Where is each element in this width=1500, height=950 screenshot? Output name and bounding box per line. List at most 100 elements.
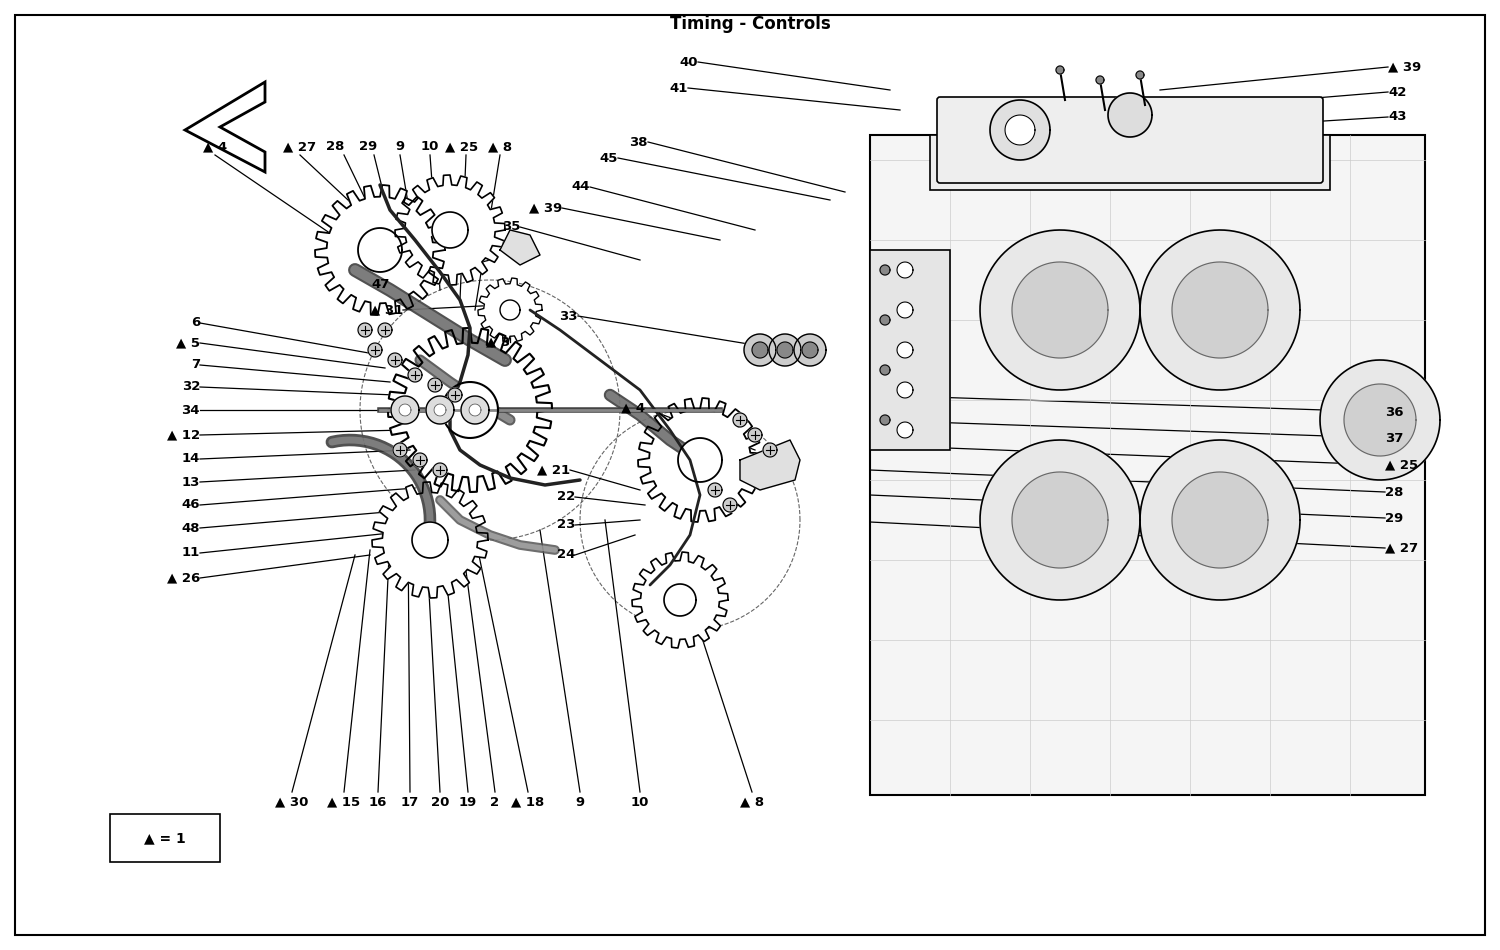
FancyBboxPatch shape [938, 97, 1323, 183]
Polygon shape [394, 175, 506, 285]
Text: ▲ 27: ▲ 27 [284, 141, 316, 154]
Text: Timing - Controls: Timing - Controls [669, 15, 831, 33]
Polygon shape [678, 438, 722, 482]
Text: ▲ 15: ▲ 15 [327, 795, 360, 808]
Polygon shape [433, 404, 445, 416]
Polygon shape [1344, 384, 1416, 456]
Text: 37: 37 [1384, 431, 1404, 445]
Polygon shape [500, 300, 520, 320]
Polygon shape [880, 415, 890, 425]
Polygon shape [1172, 472, 1268, 568]
Polygon shape [1140, 230, 1300, 390]
Polygon shape [426, 396, 454, 424]
Text: 42: 42 [1388, 86, 1407, 99]
Polygon shape [752, 342, 768, 358]
Text: 36: 36 [1384, 406, 1404, 419]
Polygon shape [378, 323, 392, 337]
Text: ▲ 31: ▲ 31 [369, 303, 404, 316]
Text: 33: 33 [560, 310, 578, 322]
Polygon shape [1108, 93, 1152, 137]
Text: ▲ 18: ▲ 18 [512, 795, 544, 808]
Polygon shape [744, 334, 776, 366]
Polygon shape [664, 584, 696, 616]
Text: 14: 14 [182, 452, 200, 466]
Polygon shape [740, 440, 800, 490]
Polygon shape [632, 552, 728, 648]
Text: 17: 17 [400, 795, 418, 808]
Polygon shape [980, 230, 1140, 390]
Text: 32: 32 [182, 381, 200, 393]
Polygon shape [980, 440, 1140, 600]
Polygon shape [393, 443, 406, 457]
Polygon shape [748, 428, 762, 442]
Polygon shape [1056, 66, 1064, 74]
Polygon shape [1013, 472, 1108, 568]
Text: 40: 40 [680, 55, 698, 68]
Polygon shape [392, 396, 418, 424]
Text: ▲ 4: ▲ 4 [202, 141, 226, 154]
Text: 6: 6 [190, 316, 200, 330]
Polygon shape [460, 396, 489, 424]
Text: ▲ 25: ▲ 25 [446, 141, 478, 154]
Polygon shape [1140, 440, 1300, 600]
Text: 46: 46 [182, 499, 200, 511]
Bar [110, 814, 220, 862]
Text: 28: 28 [1384, 485, 1404, 499]
Text: 48: 48 [182, 522, 200, 535]
Text: ▲ 8: ▲ 8 [488, 141, 512, 154]
Text: 47: 47 [372, 278, 390, 292]
Bar [870, 250, 950, 450]
Text: 34: 34 [182, 404, 200, 416]
Text: 22: 22 [556, 490, 574, 504]
Text: 2: 2 [490, 795, 500, 808]
Polygon shape [880, 315, 890, 325]
Polygon shape [372, 482, 488, 598]
Text: 29: 29 [358, 141, 376, 154]
Polygon shape [388, 328, 552, 492]
Polygon shape [897, 302, 914, 318]
Text: ▲ = 1: ▲ = 1 [144, 831, 186, 845]
Polygon shape [777, 342, 794, 358]
Bar [930, 135, 1330, 190]
Text: 38: 38 [630, 136, 648, 148]
Polygon shape [413, 453, 428, 467]
Polygon shape [897, 382, 914, 398]
Polygon shape [1136, 71, 1144, 79]
Text: 13: 13 [182, 476, 200, 488]
Polygon shape [184, 82, 266, 172]
Polygon shape [427, 378, 442, 392]
Polygon shape [448, 388, 462, 402]
Polygon shape [897, 422, 914, 438]
Polygon shape [358, 228, 402, 272]
Text: 41: 41 [669, 82, 688, 94]
Text: 29: 29 [1384, 511, 1404, 524]
Text: 10: 10 [632, 795, 650, 808]
Text: 10: 10 [422, 141, 440, 154]
Text: ▲ 21: ▲ 21 [537, 464, 570, 477]
Polygon shape [708, 483, 722, 497]
Text: 7: 7 [190, 358, 200, 371]
Text: 24: 24 [556, 548, 574, 561]
Polygon shape [315, 185, 446, 315]
Text: ▲ 39: ▲ 39 [1388, 61, 1422, 73]
Text: ▲ 8: ▲ 8 [740, 795, 764, 808]
Text: 35: 35 [501, 220, 520, 234]
Polygon shape [1005, 115, 1035, 145]
Polygon shape [638, 398, 762, 522]
Polygon shape [432, 212, 468, 248]
Text: ▲ 30: ▲ 30 [276, 795, 309, 808]
Polygon shape [990, 100, 1050, 160]
Text: 9: 9 [396, 141, 405, 154]
Text: ▲ 12: ▲ 12 [166, 428, 200, 442]
Text: 9: 9 [576, 795, 585, 808]
Polygon shape [770, 334, 801, 366]
Polygon shape [408, 368, 422, 382]
Polygon shape [802, 342, 818, 358]
Text: 44: 44 [572, 180, 590, 194]
Text: 20: 20 [430, 795, 448, 808]
Polygon shape [723, 498, 736, 512]
Polygon shape [358, 323, 372, 337]
Polygon shape [794, 334, 826, 366]
Polygon shape [413, 522, 448, 558]
Text: 11: 11 [182, 546, 200, 560]
